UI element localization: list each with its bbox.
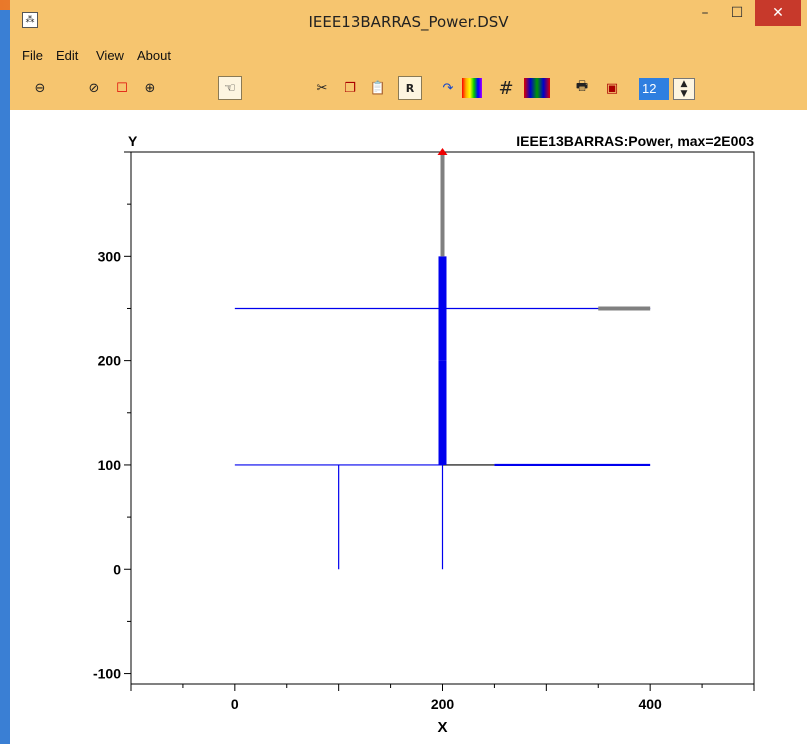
r-button[interactable]: R [398,76,422,100]
zoom-out-icon[interactable]: ⊖ [34,80,46,96]
menu-view[interactable]: View [96,48,124,63]
menu-about[interactable]: About [137,48,171,63]
cut-icon[interactable]: ✂ [316,80,328,96]
menu-edit[interactable]: Edit [56,48,79,63]
y-tick-label: 300 [98,248,122,264]
save-icon[interactable]: ▣ [605,80,619,96]
window-title: IEEE13BARRAS_Power.DSV [308,13,509,31]
source-marker [437,148,448,155]
plot-area[interactable]: 0 200 400 -100 0 100 200 300 Y X IEEE13BARRAS:Powe… [10,110,807,744]
x-tick-label: 0 [231,696,239,712]
rotate-icon[interactable]: ↷ [442,80,454,96]
grid-icon[interactable]: # [498,77,514,99]
zoom-fit-icon[interactable]: ⊕ [144,80,156,96]
y-tick-label: 100 [98,457,122,473]
print-icon[interactable]: 🖶 [575,79,589,94]
font-size-spinner[interactable]: ▲ ▼ [673,78,695,100]
zoom-box-icon[interactable]: ☐ [116,80,128,96]
copy-icon[interactable]: ❐ [344,80,356,96]
y-tick-label: 0 [113,561,121,577]
network-lines [234,148,651,570]
zoom-in-icon[interactable]: ⊘ [88,80,100,96]
close-button[interactable]: ✕ [755,0,801,26]
x-tick-label: 400 [638,696,662,712]
grid-color-icon[interactable] [524,78,550,98]
app-icon[interactable]: ⁂ [22,12,38,28]
axis-ticks [124,151,755,691]
title-bar: ⁂ IEEE13BARRAS_Power.DSV – ☐ ✕ [10,0,807,44]
y-axis-label: Y [128,133,138,149]
pan-hand-icon[interactable]: ☜ [218,76,242,100]
chart-title: IEEE13BARRAS:Power, max=2E003 [516,133,754,149]
maximize-button[interactable]: ☐ [730,5,744,21]
axis-labels: 0 200 400 -100 0 100 200 300 Y X IEEE13BARRAS:Powe… [93,133,754,736]
x-tick-label: 200 [431,696,455,712]
chart: 0 200 400 -100 0 100 200 300 Y X IEEE13BARRAS:Powe… [93,133,755,736]
menu-bar: File Edit View About [10,44,807,66]
rainbow-icon[interactable] [462,78,482,98]
y-tick-label: 200 [98,353,122,369]
paste-icon[interactable]: 📋 [369,80,387,96]
font-size-input[interactable]: 12 [639,78,669,100]
minimize-button[interactable]: – [701,5,709,21]
y-tick-label: -100 [93,666,121,682]
x-axis-label: X [437,719,447,736]
menu-file[interactable]: File [22,48,43,63]
